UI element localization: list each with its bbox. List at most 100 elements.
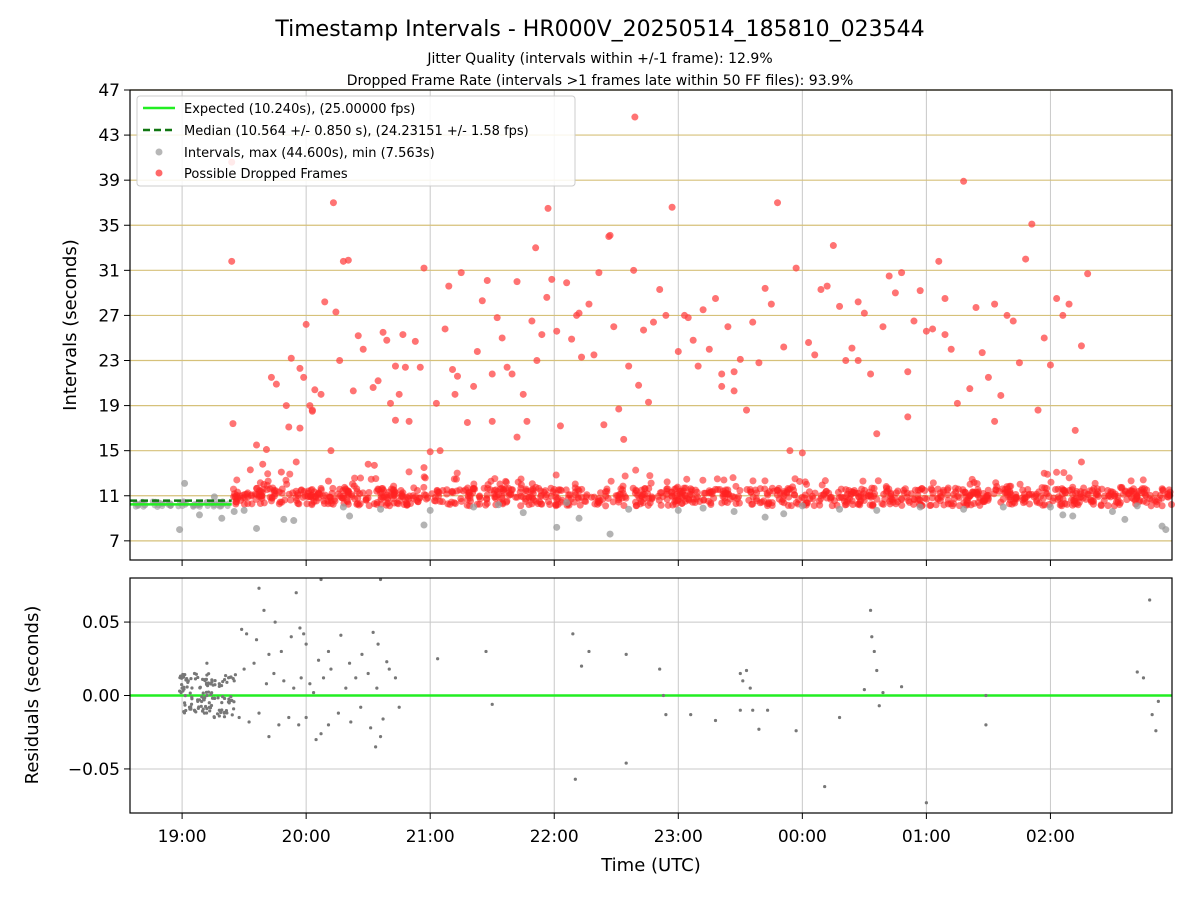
dropped-frame-point <box>413 486 421 494</box>
interval-point <box>420 521 428 529</box>
residual-point <box>221 680 225 684</box>
residual-point <box>319 577 323 582</box>
residual-point <box>360 652 364 656</box>
intervals-y-tick-label: 19 <box>98 397 120 417</box>
dropped-frame-point <box>364 460 372 468</box>
dropped-frame-point <box>553 327 561 335</box>
dropped-frame-point <box>676 487 684 495</box>
dropped-frame-point <box>1038 484 1046 492</box>
dropped-frame-point <box>544 204 552 212</box>
dropped-frame-point <box>749 500 757 508</box>
residuals-y-tick-label: 0.05 <box>82 613 120 633</box>
dropped-frame-point <box>705 345 713 353</box>
x-tick-label: 02:00 <box>1026 827 1075 847</box>
dropped-frame-point <box>519 390 527 398</box>
dropped-frame-point <box>229 420 237 428</box>
dropped-frame-point <box>532 244 540 252</box>
dropped-frame-point <box>395 390 403 398</box>
residual-point <box>311 690 316 695</box>
dropped-frame-point <box>1012 493 1020 501</box>
residual-point <box>222 711 226 715</box>
dropped-frame-point <box>1021 498 1029 506</box>
dropped-frame-point <box>885 485 893 493</box>
intervals-y-tick-label: 43 <box>98 126 120 146</box>
residual-point <box>1141 676 1146 680</box>
intervals-y-tick-label: 27 <box>98 306 120 326</box>
dropped-frame-point <box>264 470 272 478</box>
dropped-frame-point <box>615 405 623 413</box>
dropped-frame-point <box>434 488 442 496</box>
dropped-frame-point <box>640 326 648 334</box>
interval-point <box>195 511 203 519</box>
intervals-y-ticks: 7 11 15 19 23 27 31 35 39 43 47 <box>98 81 1051 566</box>
dropped-frame-point <box>916 287 924 295</box>
residual-point <box>267 735 271 739</box>
residual-point <box>872 649 876 654</box>
residual-point <box>282 679 286 683</box>
dropped-frame-point <box>1003 485 1011 493</box>
dropped-frame-point <box>545 498 553 506</box>
dropped-frame-point <box>683 475 691 483</box>
dropped-frame-point <box>779 495 787 503</box>
residual-point <box>287 715 291 720</box>
dropped-frame-point <box>420 264 428 272</box>
dropped-frame-point <box>354 500 362 508</box>
dropped-frame-point <box>317 484 325 492</box>
residual-point <box>254 638 259 642</box>
residual-point <box>289 635 293 639</box>
intervals-y-tick-label: 23 <box>98 352 120 372</box>
dropped-frame-point <box>609 498 617 506</box>
dropped-frame-point <box>900 489 908 497</box>
dropped-frame-point <box>644 490 652 498</box>
dropped-frame-point <box>359 345 367 353</box>
dropped-frame-point <box>951 484 959 492</box>
residual-point <box>376 642 380 646</box>
residual-point <box>658 667 662 671</box>
dropped-frame-point <box>922 327 930 335</box>
dropped-frame-point <box>393 499 401 507</box>
dropped-frame-point <box>904 413 912 421</box>
dropped-frame-point <box>842 493 850 501</box>
dropped-frame-point <box>463 501 471 509</box>
dropped-frame-point <box>588 493 596 501</box>
interval-point <box>1133 502 1141 510</box>
residual-point <box>741 679 745 683</box>
dropped-frame-point <box>529 485 537 493</box>
dropped-frame-point <box>332 308 340 316</box>
dropped-frame-point <box>304 493 312 501</box>
dropped-frame-point <box>854 298 862 306</box>
interval-point <box>625 505 633 513</box>
dropped-frame-point <box>995 487 1003 495</box>
dropped-frame-point <box>300 373 308 381</box>
dropped-frame-point <box>553 496 561 504</box>
dropped-frame-point <box>873 430 881 438</box>
dropped-frame-point <box>482 501 490 509</box>
residual-point <box>308 682 312 686</box>
dropped-frame-point <box>405 417 413 425</box>
intervals-y-tick-label: 7 <box>109 532 120 552</box>
dropped-frame-point <box>525 501 533 509</box>
dropped-frame-point <box>1065 300 1073 308</box>
residual-point <box>204 681 209 685</box>
dropped-frame-point <box>1060 469 1068 477</box>
residual-point <box>267 652 271 656</box>
chart-subtitle-dropped: Dropped Frame Rate (intervals >1 frames … <box>347 73 854 89</box>
dropped-frame-point <box>625 362 633 370</box>
residual-point <box>387 667 391 671</box>
dropped-frame-point <box>451 390 459 398</box>
dropped-frame-point <box>538 331 546 339</box>
dropped-frame-point <box>1148 496 1156 504</box>
dropped-frame-point <box>1047 478 1055 486</box>
x-axis-label: Time (UTC) <box>600 855 701 876</box>
intervals-y-tick-label: 47 <box>98 81 120 101</box>
intervals-panel: 7 11 15 19 23 27 31 35 39 43 47 Intervals (seconds… <box>60 81 1176 566</box>
residual-point <box>664 712 668 717</box>
dropped-frame-point <box>1063 500 1071 508</box>
legend-median-label: Median (10.564 +/- 0.850 s), (24.23151 +… <box>184 124 529 139</box>
dropped-frame-point <box>1040 334 1048 342</box>
dropped-frame-point <box>764 491 772 499</box>
residual-point <box>744 668 749 673</box>
residual-point <box>1154 729 1158 733</box>
interval-point <box>290 517 298 525</box>
residuals-y-tick-label: 0.00 <box>82 687 120 707</box>
